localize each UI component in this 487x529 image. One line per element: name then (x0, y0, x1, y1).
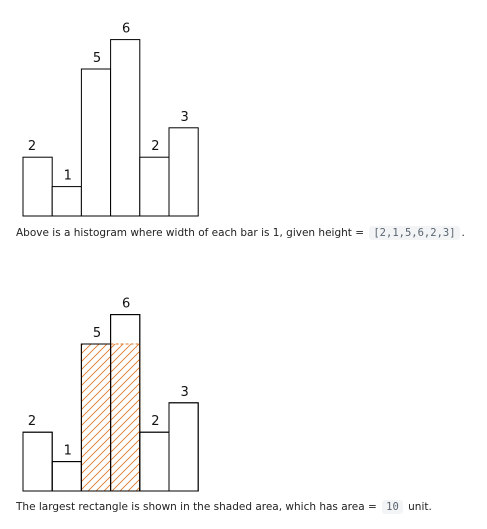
bar-value-label: 1 (64, 444, 72, 459)
histogram-bar (139, 156, 170, 217)
histogram-bar (168, 402, 199, 492)
histogram-bar (110, 39, 141, 217)
bar-value-label: 5 (93, 51, 101, 66)
bar-value-label: 1 (64, 169, 72, 184)
histogram-bar (51, 461, 82, 492)
histogram-bar (168, 127, 199, 217)
histogram-bar (22, 431, 53, 492)
bar-value-label: 6 (122, 22, 130, 37)
shaded-area (110, 343, 141, 492)
shaded-area (80, 343, 112, 492)
bar-value-label: 6 (122, 297, 130, 312)
answer-caption-end: unit. (404, 501, 432, 513)
histogram-caption-end: . (461, 227, 465, 239)
answer-caption-text: The largest rectangle is shown in the sh… (16, 501, 381, 513)
bar-value-label: 3 (180, 110, 188, 125)
histogram-diagram: 2 1 5 6 2 3 (22, 22, 199, 217)
answer-caption: The largest rectangle is shown in the sh… (16, 500, 432, 514)
histogram-bar (80, 68, 112, 217)
largest-rectangle-diagram: 2 1 5 6 2 3 (22, 297, 199, 492)
bar-value-label: 5 (93, 326, 101, 341)
area-value-code: 10 (382, 500, 403, 514)
histogram-bar (22, 156, 53, 217)
bar-value-label: 2 (28, 414, 36, 429)
heights-array-code: [2,1,5,6,2,3] (369, 226, 460, 240)
bar-value-label: 2 (151, 139, 159, 154)
bar-value-label: 2 (151, 414, 159, 429)
histogram-bar (51, 186, 82, 217)
bar-value-label: 3 (180, 385, 188, 400)
histogram-bar (139, 431, 170, 492)
histogram-caption: Above is a histogram where width of each… (16, 226, 465, 240)
histogram-caption-text: Above is a histogram where width of each… (16, 227, 368, 239)
bar-value-label: 2 (28, 139, 36, 154)
